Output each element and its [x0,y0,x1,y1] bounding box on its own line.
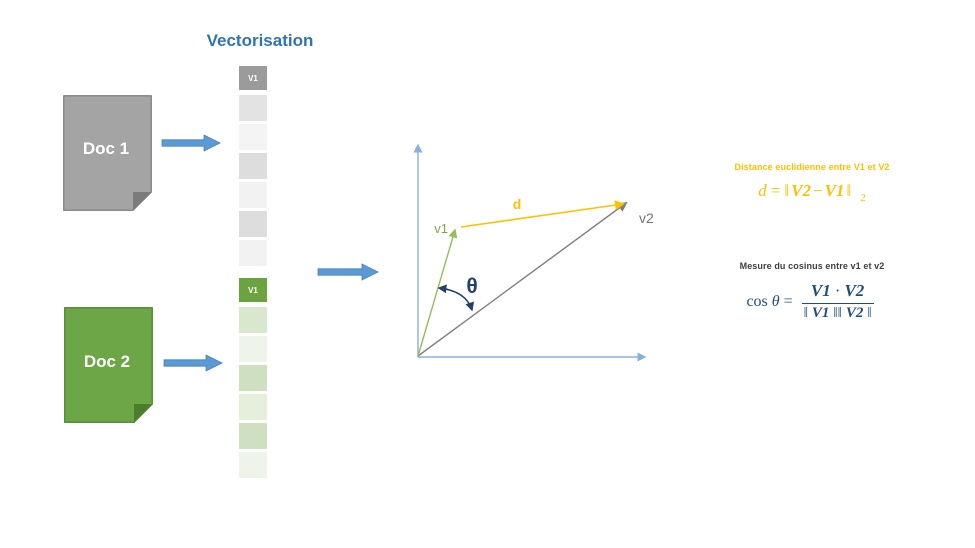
vector-cell [239,365,267,391]
vector-cell [239,307,267,333]
cosine-den-close: ‖ [867,304,872,321]
distance-formula-eq: = [770,181,781,200]
d-label: d [513,196,522,212]
vector-cell [239,124,267,150]
cosine-numerator: V1 · V2 [809,281,866,301]
doc2-fold-corner [134,404,153,423]
v2-label: v2 [639,210,654,226]
theta-label: θ [466,275,477,298]
doc1-page [63,95,152,211]
vector-column-doc1: V1 [239,66,267,269]
distance-formula-open-norm: ‖ [784,181,790,200]
distance-formula-v2: V2 [791,181,811,200]
cosine-num-v1: V1 [810,281,831,300]
distance-formula-d: d [758,181,767,200]
cosine-denominator: ‖ V1 ‖‖ V2 ‖ [802,305,874,322]
vector-plot: v1 v2 d θ [413,143,654,362]
cosine-den-v1: V1 [811,304,830,321]
distance-d-line [460,200,625,228]
distance-formula-subscript: 2 [860,192,866,204]
vector-cell [239,153,267,179]
distance-formula-close-norm: ‖ [846,181,852,200]
doc1-shape: Doc 1 [63,95,152,211]
cosine-formula-lhs: cos θ = [746,293,792,311]
vector-cell [239,336,267,362]
distance-formula-minus: − [813,181,823,200]
doc1-label: Doc 1 [83,139,129,158]
vector-cell [239,394,267,420]
cosine-formula: cos θ = V1 · V2 ‖ V1 ‖‖ V2 ‖ [700,281,920,322]
vector-cell [239,423,267,449]
cosine-cos: cos [746,292,768,310]
vector-v2-line [417,201,628,357]
cosine-eq: = [783,292,793,310]
page-title: Vectorisation [206,31,314,50]
vector-header: V1 [239,66,267,90]
vector-header: V1 [239,278,267,302]
fraction-bar [801,302,874,304]
cosine-theta: θ [771,292,780,310]
doc2-page [64,307,153,423]
doc2-label: Doc 2 [84,352,130,371]
vector-cell [239,452,267,478]
doc2-to-vector-arrow-icon [163,354,223,372]
cosine-fraction: V1 · V2 ‖ V1 ‖‖ V2 ‖ [801,281,874,322]
vector-cell [239,211,267,237]
vector-column-doc2: V1 [239,278,267,481]
cosine-den-mid: ‖‖ [833,304,842,321]
doc2-shape: Doc 2 [64,307,153,423]
cosine-num-v2: V2 [844,281,865,300]
vectors-to-plot-arrow-icon [317,263,379,281]
cosine-den-open: ‖ [803,304,808,321]
cosine-num-dot: · [834,281,841,300]
vector-cell [239,95,267,121]
theta-angle-arc [437,284,475,312]
distance-caption: Distance euclidienne entre V1 et V2 [734,162,890,172]
cosine-caption: Mesure du cosinus entre v1 et v2 [739,261,885,271]
vector-cell [239,240,267,266]
doc1-to-vector-arrow-icon [161,134,221,152]
distance-formula: d = ‖ V2 − V1 ‖ 2 [712,181,912,204]
cosine-den-v2: V2 [845,304,864,321]
distance-formula-v1: V1 [824,181,845,200]
vector-v1-line [417,228,458,357]
v1-label: v1 [434,221,448,236]
vector-cell [239,182,267,208]
